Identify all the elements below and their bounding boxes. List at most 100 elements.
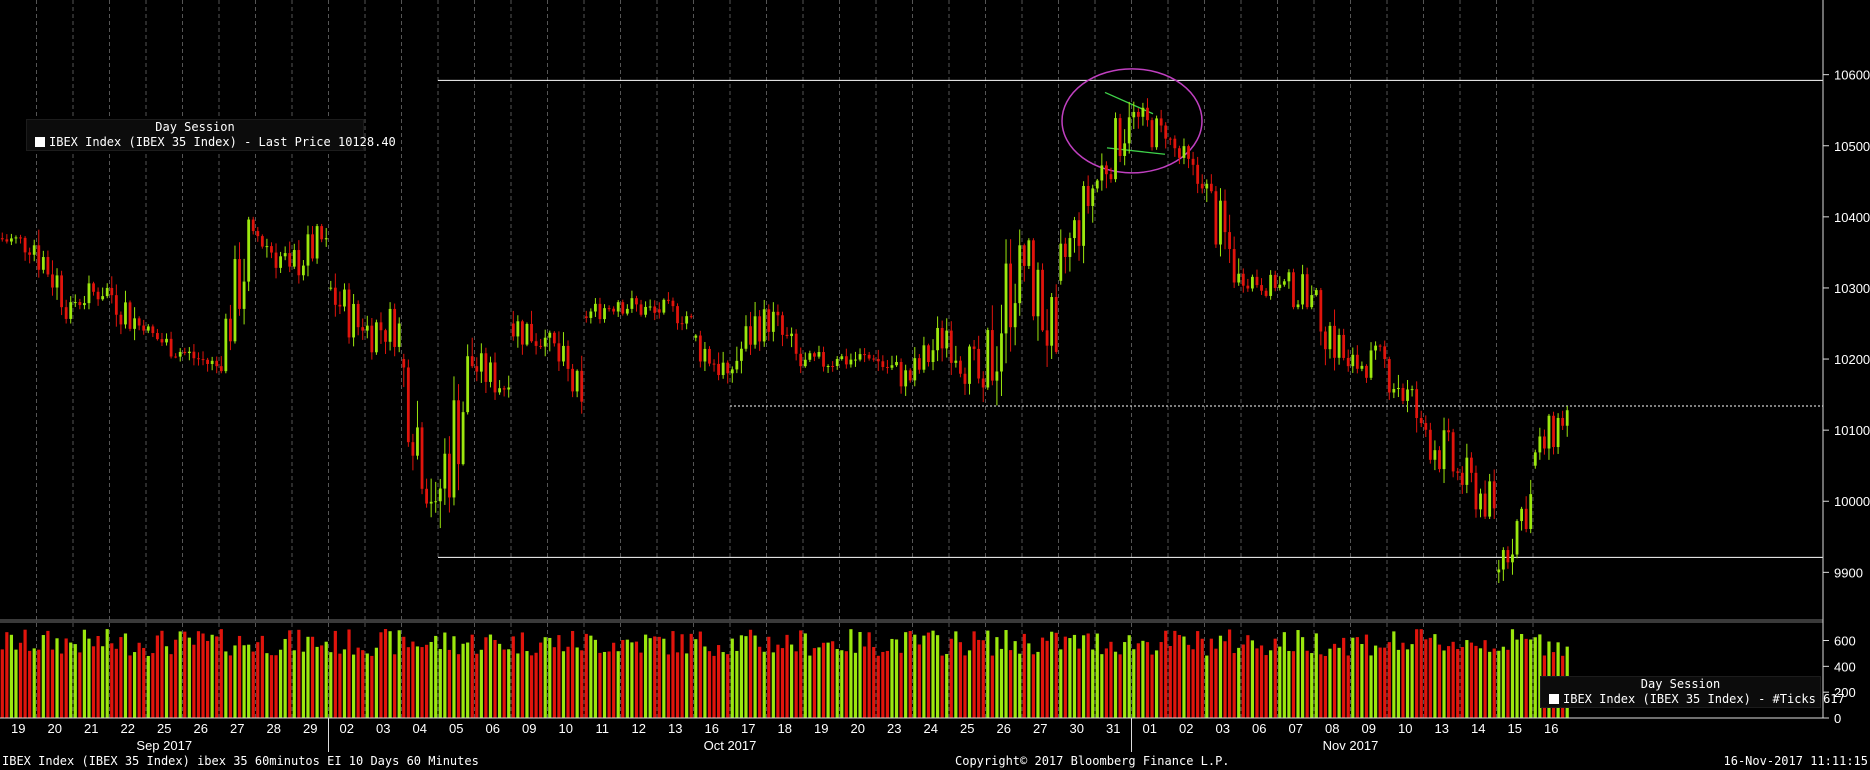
volume-bar	[1264, 655, 1268, 718]
volume-bar	[904, 632, 908, 718]
candle-body	[931, 350, 935, 363]
candle-body	[1123, 143, 1127, 156]
volume-bar	[1300, 637, 1305, 718]
candle-body	[302, 265, 305, 276]
candle-body	[557, 343, 561, 362]
price-tick-label: 10200	[1834, 352, 1870, 367]
candle-body	[484, 353, 488, 382]
volume-bar	[666, 654, 671, 718]
volume-bar	[758, 646, 762, 718]
candle-body	[1333, 325, 1336, 358]
candle-body	[927, 345, 930, 363]
candle-body	[1369, 350, 1373, 378]
candle-body	[1178, 148, 1181, 158]
volume-bar	[443, 632, 447, 718]
volume-bar	[347, 629, 351, 718]
volume-bar	[1533, 637, 1537, 718]
volume-bar	[297, 629, 301, 718]
volume-bar	[356, 647, 360, 718]
candle-body	[589, 311, 593, 318]
volume-bar	[949, 638, 953, 718]
volume-bar	[351, 654, 356, 718]
volume-bar	[817, 647, 821, 718]
candle-body	[1036, 269, 1040, 317]
volume-bar	[958, 642, 963, 718]
volume-bar	[1401, 642, 1405, 718]
footer-left: IBEX Index (IBEX 35 Index) ibex 35 60min…	[2, 754, 479, 768]
candle-body	[343, 289, 346, 307]
volume-tick-label: 200	[1834, 685, 1856, 700]
volume-bar	[452, 636, 456, 718]
volume-bar	[776, 644, 780, 718]
month-label: Nov 2017	[1323, 738, 1379, 753]
volume-bar	[1104, 648, 1109, 718]
volume-bar	[1018, 653, 1022, 718]
volume-bar	[1008, 650, 1013, 718]
candle-body	[726, 362, 730, 374]
volume-bar	[155, 635, 160, 718]
candle-body	[1506, 550, 1510, 563]
volume-bar	[940, 655, 944, 718]
candle-body	[1324, 331, 1327, 350]
candle-body	[552, 332, 556, 344]
volume-bar	[657, 636, 661, 718]
volume-bar	[502, 649, 506, 718]
candle-body	[1187, 146, 1190, 159]
candle-body	[270, 246, 273, 253]
candle-body	[1209, 183, 1213, 192]
candle-body	[1374, 345, 1377, 351]
volume-bar	[488, 634, 493, 718]
candle-body	[174, 356, 178, 358]
candle-body	[256, 231, 260, 237]
volume-bar	[580, 650, 584, 718]
candle-body	[124, 302, 127, 325]
candle-body	[876, 359, 880, 362]
volume-bar	[1269, 650, 1273, 718]
volume-bar	[794, 651, 798, 718]
volume-bar	[1205, 655, 1209, 718]
volume-bar	[1360, 644, 1364, 718]
candle-body	[233, 259, 237, 342]
candle-body	[612, 308, 616, 312]
candle-body	[607, 308, 611, 310]
candle-body	[1191, 158, 1195, 165]
volume-bar	[265, 653, 269, 718]
volume-bar	[671, 631, 675, 718]
volume-bar	[967, 650, 972, 718]
candle-body	[1488, 481, 1492, 517]
candle-body	[995, 371, 999, 381]
day-label: 06	[1252, 721, 1266, 736]
candle-body	[64, 307, 68, 319]
candle-body	[1483, 493, 1487, 517]
footer-center: Copyright© 2017 Bloomberg Finance L.P.	[955, 754, 1230, 768]
candle-body	[735, 360, 739, 370]
volume-bar	[447, 649, 452, 718]
candle-body	[1219, 200, 1222, 245]
volume-bar	[1492, 648, 1496, 718]
volume-bar	[1191, 649, 1195, 718]
price-tick-label: 10600	[1834, 68, 1870, 83]
candle-body	[676, 306, 679, 324]
volume-bar	[142, 647, 146, 718]
volume-bar	[1136, 643, 1140, 718]
candle-body	[822, 352, 825, 367]
candle-body	[51, 274, 54, 288]
candle-body	[329, 287, 333, 289]
volume-bar	[872, 647, 876, 718]
volume-bar	[1059, 649, 1063, 718]
candle-body	[813, 353, 816, 357]
candle-body	[758, 316, 762, 342]
volume-bar	[41, 635, 45, 718]
volume-bar	[164, 646, 169, 718]
volume-bar	[1259, 645, 1264, 718]
candle-body	[1073, 220, 1076, 239]
volume-bar	[484, 637, 488, 718]
volume-bar	[1506, 649, 1510, 718]
volume-bar	[383, 629, 388, 718]
volume-bar	[379, 632, 383, 718]
volume-legend: Day Session IBEX Index (IBEX 35 Index) -…	[1540, 676, 1845, 708]
candle-body	[297, 250, 301, 276]
volume-bar	[37, 649, 41, 718]
candle-body	[142, 325, 146, 331]
day-label: 12	[632, 721, 646, 736]
